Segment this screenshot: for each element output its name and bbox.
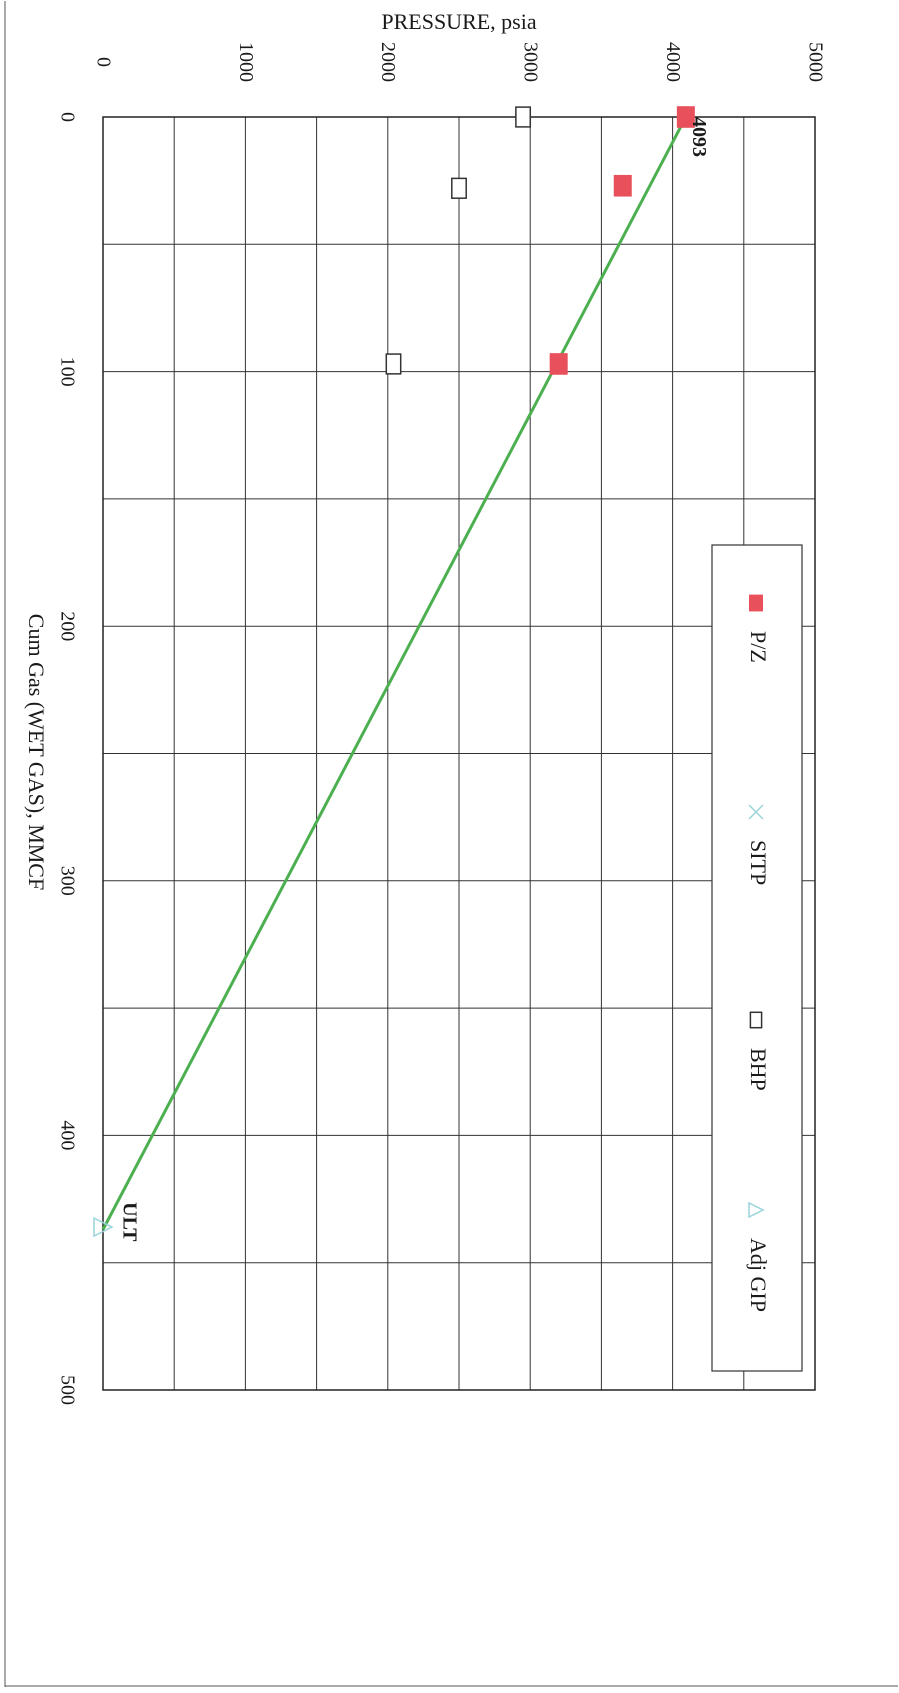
x-tick-label: 0 xyxy=(56,112,78,122)
data-point xyxy=(93,1216,114,1238)
y-axis-title: PRESSURE, psia xyxy=(381,9,536,34)
legend-box xyxy=(711,544,803,1372)
data-point xyxy=(613,174,632,197)
legend-label: BHP xyxy=(746,1048,771,1091)
x-tick-label: 400 xyxy=(56,1120,78,1150)
series-adj-gip xyxy=(93,1216,114,1238)
legend: P/Z SITP BHP Adj GIP xyxy=(711,544,803,1372)
trendline xyxy=(101,116,688,1231)
legend-marker xyxy=(749,594,763,612)
data-point xyxy=(385,353,402,375)
annotation-4093: 4093 xyxy=(688,117,710,157)
legend-label: Adj GIP xyxy=(746,1238,771,1312)
y-tick-label: 1000 xyxy=(235,42,257,82)
annotation-ult: ULT xyxy=(118,1202,140,1242)
y-tick-label: 2000 xyxy=(377,42,399,82)
x-axis-title: Cum Gas (WET GAS), MMCF xyxy=(24,614,49,890)
legend-marker-stroke xyxy=(748,804,764,820)
legend-label: SITP xyxy=(746,840,771,885)
legend-label: P/Z xyxy=(746,631,771,663)
x-tick-label: 300 xyxy=(56,866,78,896)
series-bhp xyxy=(385,106,532,375)
x-tick-label: 200 xyxy=(56,611,78,641)
data-point xyxy=(515,106,532,128)
series-p-z xyxy=(549,106,695,375)
y-tick-label: 3000 xyxy=(520,42,542,82)
plot-frame xyxy=(102,116,816,1391)
legend-marker xyxy=(748,1201,765,1219)
x-tick-label: 100 xyxy=(56,357,78,387)
legend-marker xyxy=(749,1011,763,1029)
y-tick-label: 0 xyxy=(92,57,114,67)
y-tick-label: 5000 xyxy=(804,42,826,82)
legend-marker xyxy=(748,804,764,820)
data-point xyxy=(676,106,695,128)
x-tick-label: 500 xyxy=(56,1375,78,1405)
data-point xyxy=(451,177,467,199)
y-tick-label: 4000 xyxy=(662,42,684,82)
data-point xyxy=(549,353,568,375)
gridlines xyxy=(102,116,816,1391)
